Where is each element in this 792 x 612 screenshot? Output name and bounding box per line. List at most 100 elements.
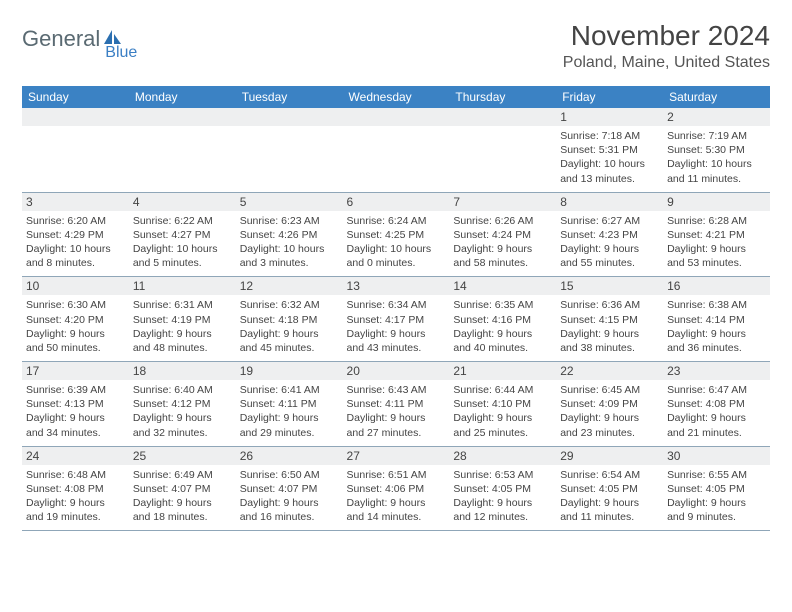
day-info: Sunrise: 6:31 AMSunset: 4:19 PMDaylight:… <box>129 295 236 361</box>
day-info: Sunrise: 6:30 AMSunset: 4:20 PMDaylight:… <box>22 295 129 361</box>
sunrise-text: Sunrise: 6:35 AM <box>453 298 552 312</box>
day-info: Sunrise: 6:26 AMSunset: 4:24 PMDaylight:… <box>449 211 556 277</box>
day-number: 12 <box>236 277 343 295</box>
sunrise-text: Sunrise: 6:28 AM <box>667 214 766 228</box>
day-info: Sunrise: 7:19 AMSunset: 5:30 PMDaylight:… <box>663 126 770 192</box>
sunrise-text: Sunrise: 6:47 AM <box>667 383 766 397</box>
day-number: 11 <box>129 277 236 295</box>
sunrise-text: Sunrise: 7:18 AM <box>560 129 659 143</box>
day-cell: 11Sunrise: 6:31 AMSunset: 4:19 PMDayligh… <box>129 277 236 362</box>
sunset-text: Sunset: 4:05 PM <box>453 482 552 496</box>
daylight-text: Daylight: 10 hours and 5 minutes. <box>133 242 232 270</box>
sunrise-text: Sunrise: 6:51 AM <box>347 468 446 482</box>
day-number <box>236 108 343 126</box>
day-number: 23 <box>663 362 770 380</box>
sunset-text: Sunset: 4:25 PM <box>347 228 446 242</box>
daylight-text: Daylight: 9 hours and 53 minutes. <box>667 242 766 270</box>
day-info: Sunrise: 6:53 AMSunset: 4:05 PMDaylight:… <box>449 465 556 531</box>
day-info: Sunrise: 6:32 AMSunset: 4:18 PMDaylight:… <box>236 295 343 361</box>
day-number <box>129 108 236 126</box>
week-row: 10Sunrise: 6:30 AMSunset: 4:20 PMDayligh… <box>22 277 770 362</box>
sunrise-text: Sunrise: 6:30 AM <box>26 298 125 312</box>
day-cell: 23Sunrise: 6:47 AMSunset: 4:08 PMDayligh… <box>663 362 770 447</box>
day-cell: 15Sunrise: 6:36 AMSunset: 4:15 PMDayligh… <box>556 277 663 362</box>
day-number: 1 <box>556 108 663 126</box>
sunrise-text: Sunrise: 6:32 AM <box>240 298 339 312</box>
day-header: Monday <box>129 86 236 108</box>
sunset-text: Sunset: 4:20 PM <box>26 313 125 327</box>
day-cell: 9Sunrise: 6:28 AMSunset: 4:21 PMDaylight… <box>663 192 770 277</box>
sunset-text: Sunset: 4:08 PM <box>26 482 125 496</box>
day-info: Sunrise: 6:22 AMSunset: 4:27 PMDaylight:… <box>129 211 236 277</box>
day-number: 16 <box>663 277 770 295</box>
daylight-text: Daylight: 9 hours and 55 minutes. <box>560 242 659 270</box>
daylight-text: Daylight: 9 hours and 45 minutes. <box>240 327 339 355</box>
day-info: Sunrise: 6:35 AMSunset: 4:16 PMDaylight:… <box>449 295 556 361</box>
day-info: Sunrise: 6:55 AMSunset: 4:05 PMDaylight:… <box>663 465 770 531</box>
day-cell: 6Sunrise: 6:24 AMSunset: 4:25 PMDaylight… <box>343 192 450 277</box>
day-header: Saturday <box>663 86 770 108</box>
sunset-text: Sunset: 4:21 PM <box>667 228 766 242</box>
day-cell: 2Sunrise: 7:19 AMSunset: 5:30 PMDaylight… <box>663 108 770 192</box>
sunrise-text: Sunrise: 6:40 AM <box>133 383 232 397</box>
day-header: Wednesday <box>343 86 450 108</box>
day-info: Sunrise: 7:18 AMSunset: 5:31 PMDaylight:… <box>556 126 663 192</box>
day-info: Sunrise: 6:43 AMSunset: 4:11 PMDaylight:… <box>343 380 450 446</box>
daylight-text: Daylight: 10 hours and 11 minutes. <box>667 157 766 185</box>
day-number: 5 <box>236 193 343 211</box>
day-number: 15 <box>556 277 663 295</box>
week-row: 1Sunrise: 7:18 AMSunset: 5:31 PMDaylight… <box>22 108 770 192</box>
day-info: Sunrise: 6:51 AMSunset: 4:06 PMDaylight:… <box>343 465 450 531</box>
daylight-text: Daylight: 9 hours and 43 minutes. <box>347 327 446 355</box>
week-row: 3Sunrise: 6:20 AMSunset: 4:29 PMDaylight… <box>22 192 770 277</box>
day-cell: 19Sunrise: 6:41 AMSunset: 4:11 PMDayligh… <box>236 362 343 447</box>
sunrise-text: Sunrise: 6:45 AM <box>560 383 659 397</box>
sunrise-text: Sunrise: 6:34 AM <box>347 298 446 312</box>
month-title: November 2024 <box>563 20 770 52</box>
daylight-text: Daylight: 9 hours and 16 minutes. <box>240 496 339 524</box>
week-row: 24Sunrise: 6:48 AMSunset: 4:08 PMDayligh… <box>22 446 770 531</box>
day-number: 18 <box>129 362 236 380</box>
day-cell: 12Sunrise: 6:32 AMSunset: 4:18 PMDayligh… <box>236 277 343 362</box>
day-header-row: Sunday Monday Tuesday Wednesday Thursday… <box>22 86 770 108</box>
sunset-text: Sunset: 4:15 PM <box>560 313 659 327</box>
day-info: Sunrise: 6:47 AMSunset: 4:08 PMDaylight:… <box>663 380 770 446</box>
sunrise-text: Sunrise: 6:53 AM <box>453 468 552 482</box>
sunrise-text: Sunrise: 6:43 AM <box>347 383 446 397</box>
daylight-text: Daylight: 9 hours and 9 minutes. <box>667 496 766 524</box>
day-info <box>236 126 343 192</box>
daylight-text: Daylight: 9 hours and 12 minutes. <box>453 496 552 524</box>
daylight-text: Daylight: 9 hours and 40 minutes. <box>453 327 552 355</box>
logo-text-dark: General <box>22 26 100 52</box>
day-cell: 8Sunrise: 6:27 AMSunset: 4:23 PMDaylight… <box>556 192 663 277</box>
daylight-text: Daylight: 9 hours and 19 minutes. <box>26 496 125 524</box>
sunset-text: Sunset: 4:11 PM <box>240 397 339 411</box>
sunrise-text: Sunrise: 6:20 AM <box>26 214 125 228</box>
day-header: Tuesday <box>236 86 343 108</box>
daylight-text: Daylight: 10 hours and 13 minutes. <box>560 157 659 185</box>
sunset-text: Sunset: 4:07 PM <box>133 482 232 496</box>
day-cell: 21Sunrise: 6:44 AMSunset: 4:10 PMDayligh… <box>449 362 556 447</box>
day-number: 3 <box>22 193 129 211</box>
day-cell: 13Sunrise: 6:34 AMSunset: 4:17 PMDayligh… <box>343 277 450 362</box>
day-cell: 20Sunrise: 6:43 AMSunset: 4:11 PMDayligh… <box>343 362 450 447</box>
daylight-text: Daylight: 9 hours and 23 minutes. <box>560 411 659 439</box>
sunset-text: Sunset: 4:24 PM <box>453 228 552 242</box>
title-block: November 2024 Poland, Maine, United Stat… <box>563 20 770 72</box>
day-number: 10 <box>22 277 129 295</box>
day-number: 26 <box>236 447 343 465</box>
sunset-text: Sunset: 5:30 PM <box>667 143 766 157</box>
day-cell: 16Sunrise: 6:38 AMSunset: 4:14 PMDayligh… <box>663 277 770 362</box>
day-number <box>22 108 129 126</box>
daylight-text: Daylight: 9 hours and 32 minutes. <box>133 411 232 439</box>
sunset-text: Sunset: 4:16 PM <box>453 313 552 327</box>
day-info: Sunrise: 6:49 AMSunset: 4:07 PMDaylight:… <box>129 465 236 531</box>
sunrise-text: Sunrise: 6:39 AM <box>26 383 125 397</box>
day-header: Sunday <box>22 86 129 108</box>
day-cell <box>236 108 343 192</box>
daylight-text: Daylight: 9 hours and 25 minutes. <box>453 411 552 439</box>
day-cell: 4Sunrise: 6:22 AMSunset: 4:27 PMDaylight… <box>129 192 236 277</box>
sunrise-text: Sunrise: 6:48 AM <box>26 468 125 482</box>
day-cell: 26Sunrise: 6:50 AMSunset: 4:07 PMDayligh… <box>236 446 343 531</box>
sunrise-text: Sunrise: 6:27 AM <box>560 214 659 228</box>
